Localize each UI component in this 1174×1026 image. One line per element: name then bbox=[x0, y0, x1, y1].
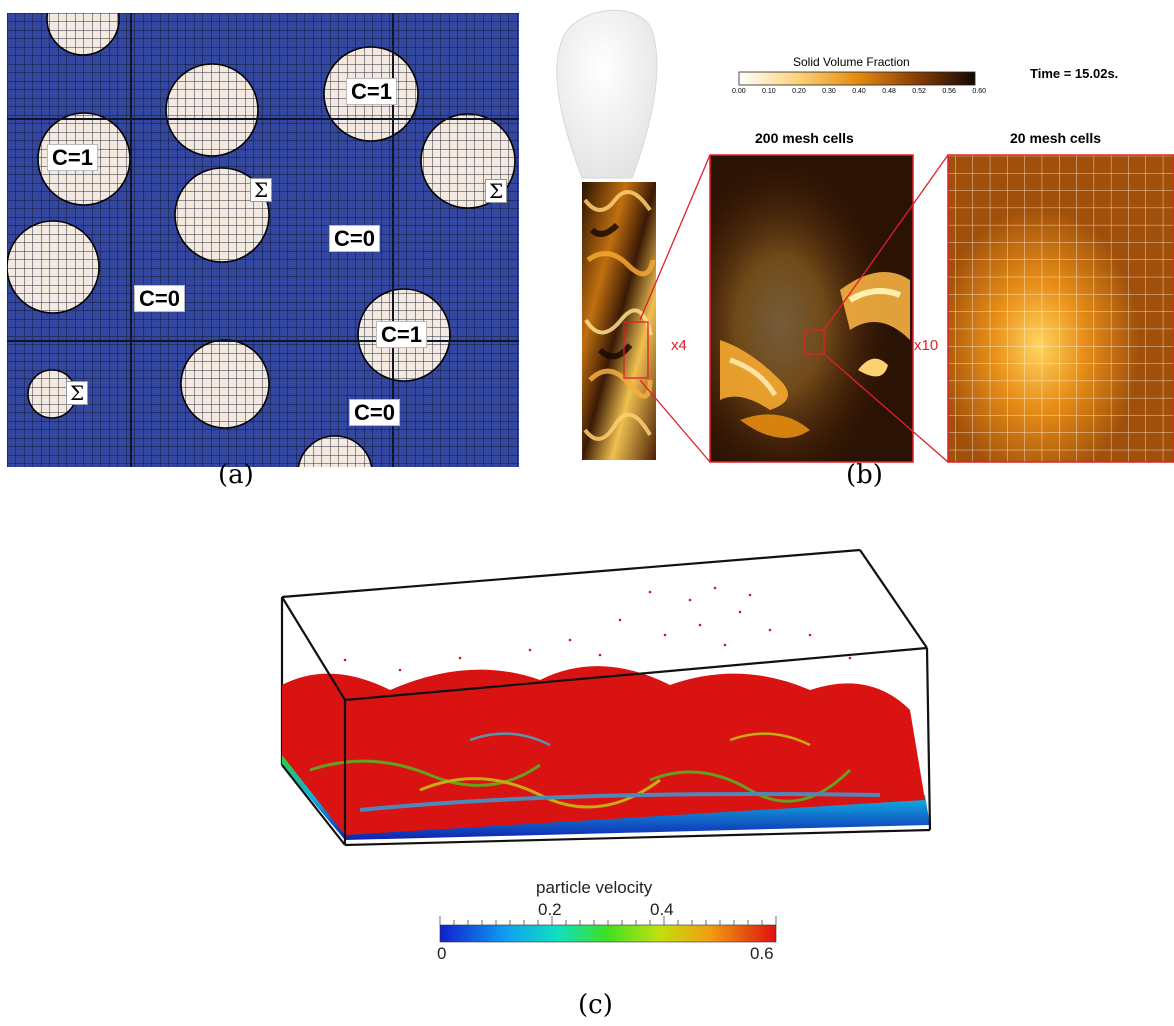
label-c1-left: C=1 bbox=[47, 144, 98, 172]
ejected-particles bbox=[343, 586, 852, 672]
panel-b: Solid Volume Fraction 0.00 0.10 0.20 0.3… bbox=[540, 0, 1174, 470]
column-texture bbox=[583, 190, 656, 441]
caption-b: (b) bbox=[846, 460, 883, 490]
label-c1-right: C=1 bbox=[376, 321, 427, 349]
tick-label: 0.60 bbox=[972, 88, 986, 95]
reactor-freeboard bbox=[556, 9, 658, 179]
velocity-colorbar-title: particle velocity bbox=[536, 878, 653, 897]
colorbar-minor-ticks bbox=[439, 916, 777, 925]
velocity-streaks bbox=[309, 732, 881, 812]
sigma-label: Σ bbox=[485, 179, 508, 203]
tick-label: 0.10 bbox=[762, 88, 776, 95]
panel-a: C=1 C=1 C=1 C=0 C=0 C=0 Σ Σ Σ bbox=[7, 13, 519, 467]
label-c0-left: C=0 bbox=[134, 285, 185, 313]
label-c0-mid: C=0 bbox=[329, 225, 380, 253]
tick-label: 0 bbox=[437, 944, 447, 963]
velocity-colorbar bbox=[439, 924, 777, 943]
solid-fraction-colorbar bbox=[738, 71, 976, 86]
tick-label: 0.20 bbox=[792, 88, 806, 95]
mesh-cell-grid bbox=[948, 155, 1174, 462]
tick-label: 0.4 bbox=[650, 900, 674, 919]
tick-label: 0.30 bbox=[822, 88, 836, 95]
tick-label: 0.52 bbox=[912, 88, 926, 95]
panel-c-figure bbox=[280, 548, 932, 943]
mesh-grid bbox=[7, 13, 519, 467]
colorbar-title: Solid Volume Fraction bbox=[793, 55, 910, 69]
caption-c: (c) bbox=[578, 990, 613, 1020]
tick-label: 0.56 bbox=[942, 88, 956, 95]
zoom-x4-label: x4 bbox=[671, 337, 687, 354]
panel-c: particle velocity 0.2 0.4 0 0.6 bbox=[270, 540, 940, 980]
sigma-label: Σ bbox=[250, 178, 273, 202]
view1-title: 200 mesh cells bbox=[755, 130, 854, 146]
zoom-x10-label: x10 bbox=[914, 337, 939, 354]
panel-b-figure bbox=[556, 9, 1174, 463]
sigma-label: Σ bbox=[66, 381, 89, 405]
tick-label: 0.6 bbox=[750, 944, 774, 963]
colorbar-ticks: 0.00 0.10 0.20 0.30 0.40 0.48 0.52 0.56 … bbox=[732, 88, 986, 95]
label-c1-top: C=1 bbox=[346, 78, 397, 106]
view2-title: 20 mesh cells bbox=[1010, 130, 1102, 146]
tick-label: 0.00 bbox=[732, 88, 746, 95]
caption-a: (a) bbox=[218, 460, 254, 490]
tick-label: 0.48 bbox=[882, 88, 896, 95]
label-c0-bottom: C=0 bbox=[349, 399, 400, 427]
time-label: Time = 15.02s. bbox=[1030, 66, 1119, 81]
tick-label: 0.40 bbox=[852, 88, 866, 95]
tick-label: 0.2 bbox=[538, 900, 562, 919]
